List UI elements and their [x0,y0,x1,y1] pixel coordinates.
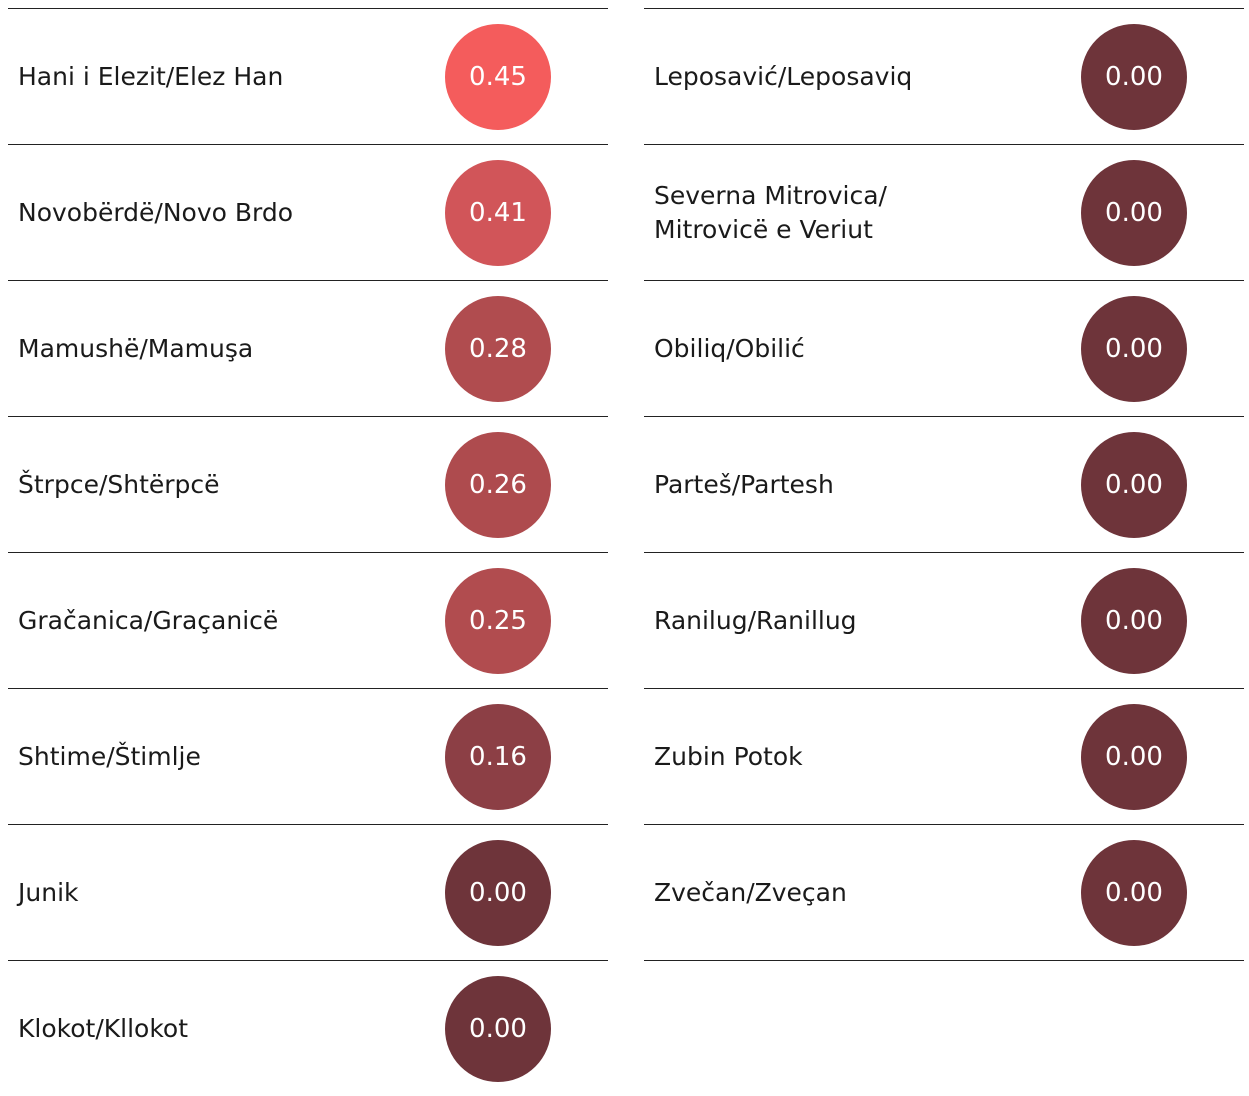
list-row: Gračanica/Graçanicë 0.25 [8,552,608,688]
value-circle: 0.00 [1081,160,1187,266]
value-circle: 0.00 [1081,24,1187,130]
row-name: Parteš/Partesh [654,469,834,499]
value-circle: 0.16 [445,704,551,810]
list-row: Novobërdë/Novo Brdo 0.41 [8,144,608,280]
row-name: Klokot/Kllokot [18,1013,189,1043]
list-row: Junik 0.00 [8,824,608,960]
list-row: Obiliq/Obilić 0.00 [644,280,1244,416]
list-row: Hani i Elezit/Elez Han 0.45 [8,8,608,144]
value-circle: 0.25 [445,568,551,674]
row-name: Ranilug/Ranillug [654,605,857,635]
value-circle: 0.26 [445,432,551,538]
value-circle: 0.00 [1081,296,1187,402]
row-name: Štrpce/Shtërpcë [18,469,220,499]
row-name: Mamushë/Mamuşa [18,333,254,363]
row-name: Leposavić/Leposaviq [654,61,913,91]
name-line: Severna Mitrovica/ [654,180,887,210]
list-row: Klokot/Kllokot 0.00 [8,960,608,1096]
value-circle: 0.41 [445,160,551,266]
list-row: Leposavić/Leposaviq 0.00 [644,8,1244,144]
value-circle: 0.28 [445,296,551,402]
list-row: Parteš/Partesh 0.00 [644,416,1244,552]
row-name: Zvečan/Zveçan [654,877,847,907]
row-name: Severna Mitrovica/Mitrovicë e Veriut [654,179,887,247]
row-name: Gračanica/Graçanicë [18,605,279,635]
row-name: Novobërdë/Novo Brdo [18,197,294,227]
value-circle: 0.00 [1081,840,1187,946]
row-name: Junik [18,877,79,907]
list-row: Ranilug/Ranillug 0.00 [644,552,1244,688]
row-name: Zubin Potok [654,741,803,771]
list-row: Mamushë/Mamuşa 0.28 [8,280,608,416]
list-row: Zvečan/Zveçan 0.00 [644,824,1244,960]
value-circle: 0.00 [445,840,551,946]
row-divider [644,960,1244,961]
value-circle: 0.45 [445,24,551,130]
value-circle: 0.00 [1081,432,1187,538]
row-name: Obiliq/Obilić [654,333,805,363]
name-line: Mitrovicë e Veriut [654,214,873,244]
list-row: Shtime/Štimlje 0.16 [8,688,608,824]
value-circle: 0.00 [1081,568,1187,674]
list-row: Štrpce/Shtërpcë 0.26 [8,416,608,552]
row-name: Shtime/Štimlje [18,741,201,771]
value-circle: 0.00 [1081,704,1187,810]
list-row: Zubin Potok 0.00 [644,688,1244,824]
value-circle: 0.00 [445,976,551,1082]
list-row: Severna Mitrovica/Mitrovicë e Veriut 0.00 [644,144,1244,280]
row-name: Hani i Elezit/Elez Han [18,61,284,91]
